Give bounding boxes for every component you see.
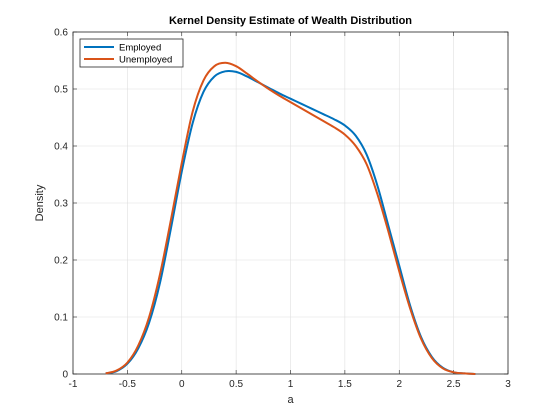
legend: Employed Unemployed [79, 38, 184, 68]
y-tick-label: 0.2 [54, 256, 68, 267]
legend-label-unemployed: Unemployed [119, 54, 172, 65]
x-tick-label: 0 [179, 379, 185, 390]
legend-label-employed: Employed [119, 42, 161, 53]
x-tick-label: 1.5 [338, 379, 352, 390]
y-tick-label: 0.4 [54, 142, 68, 153]
axis-ticks: -1 -0.5 0 0.5 1 1.5 2 2.5 3 0 0.1 0.2 0.3 0.4 0.5 0.6 [54, 28, 511, 391]
x-tick-label: 0.5 [229, 379, 243, 390]
x-tick-label: -0.5 [119, 379, 137, 390]
x-tick-label: 3 [505, 379, 511, 390]
y-tick-label: 0.5 [54, 85, 68, 96]
y-tick-label: 0 [62, 370, 68, 381]
x-axis-title: a [287, 394, 294, 406]
chart-title: Kernel Density Estimate of Wealth Distri… [169, 15, 412, 27]
x-tick-label: 2 [396, 379, 402, 390]
y-axis-title: Density [34, 184, 46, 221]
y-tick-label: 0.1 [54, 313, 68, 324]
series-lines [105, 61, 476, 375]
x-tick-label: 1 [288, 379, 294, 390]
x-tick-label: 2.5 [447, 379, 461, 390]
x-tick-label: -1 [69, 379, 78, 390]
series-line-unemployed [105, 61, 476, 375]
y-tick-label: 0.6 [54, 28, 68, 39]
legend-box [79, 38, 184, 68]
y-tick-label: 0.3 [54, 199, 68, 210]
